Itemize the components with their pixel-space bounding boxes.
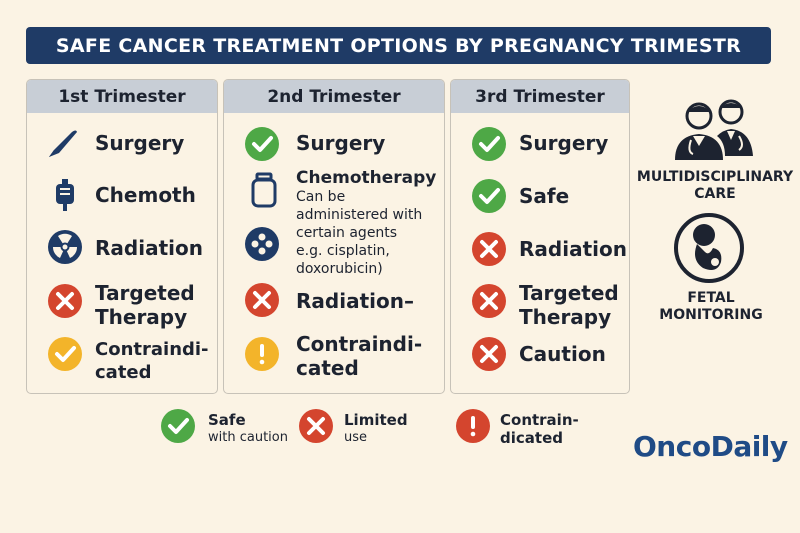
x-circle-icon [245, 283, 279, 317]
fetal-line-2: MONITORING [659, 307, 763, 323]
item-surgery-label: Surgery [296, 131, 386, 155]
contraindicated-line-2: cated [95, 362, 152, 383]
vial-icon [251, 172, 277, 208]
brand-logo: OncoDaily [633, 430, 788, 463]
chemo-note-line-1: Can be [296, 189, 346, 205]
item-contraindicated-label: Contraindi- cated [296, 332, 422, 380]
fetal-line-1: FETAL [687, 290, 735, 306]
fetal-monitoring-label: FETAL MONITORING [656, 290, 766, 324]
item-radiation-label: Radiation [519, 237, 627, 261]
page-title: SAFE CANCER TREATMENT OPTIONS BY PREGNAN… [26, 27, 771, 64]
multidisciplinary-care-label: MULTIDISCIPLINARY CARE [636, 169, 794, 203]
targeted-line-1: Targeted [95, 281, 195, 305]
trimester-2-header: 2nd Trimester [224, 80, 444, 113]
check-circle-icon [472, 179, 506, 213]
item-chemo-label: Chemoth [95, 183, 196, 207]
care-line-1: MULTIDISCIPLINARY [636, 169, 794, 185]
contraindicated-line-2: cated [296, 356, 359, 380]
chemo-note-line-2: administered with [296, 207, 423, 223]
legend-limited-title: Limited [344, 411, 408, 429]
check-circle-icon [472, 127, 506, 161]
legend-contraindicated-title: Contrain- [500, 411, 579, 429]
legend-contraindicated-label: Contrain- dicated [500, 411, 579, 447]
chemo-note-line-5: doxorubicin) [296, 261, 383, 277]
chemo-note-line-4: e.g. cisplatin, [296, 243, 390, 259]
doctors-icon [675, 99, 753, 160]
targeted-line-2: Therapy [519, 305, 612, 329]
care-line-2: CARE [694, 186, 736, 202]
exclamation-circle-icon [245, 337, 279, 371]
item-surgery-label: Surgery [519, 131, 609, 155]
targeted-line-1: Targeted [519, 281, 619, 305]
check-circle-yellow-icon [48, 337, 82, 371]
targeted-line-2: Therapy [95, 305, 188, 329]
trimester-1-header: 1st Trimester [27, 80, 217, 113]
item-targeted-label: Targeted Therapy [519, 281, 619, 329]
pill-dots-icon [245, 227, 279, 261]
x-circle-icon [472, 337, 506, 371]
contraindicated-line-1: Contraindi- [95, 339, 209, 360]
legend-safe-title: Safe [208, 411, 246, 429]
chemo-note-line-3: certain agents [296, 225, 398, 241]
check-circle-icon [245, 127, 279, 161]
iv-bag-icon [56, 179, 74, 211]
legend-limited-sub: use [344, 430, 368, 445]
item-radiation-label: Radiation [95, 236, 203, 260]
item-radiation-label: Radiation– [296, 289, 414, 313]
scalpel-icon [49, 130, 77, 157]
radiation-icon [48, 230, 82, 264]
trimester-3-header: 3rd Trimester [451, 80, 629, 113]
check-circle-icon [161, 409, 195, 443]
item-targeted-label: Targeted Therapy [95, 281, 195, 329]
trimester-3-column: 3rd Trimester Surgery Safe Radiation Tar… [450, 79, 630, 394]
item-chemotherapy-label: Chemotherapy [296, 168, 437, 188]
trimester-2-column: 2nd Trimester Surgery Chemotherapy Can b… [223, 79, 445, 394]
item-safe-label: Safe [519, 184, 570, 208]
x-circle-icon [299, 409, 333, 443]
exclamation-circle-icon [456, 409, 490, 443]
item-chemotherapy: Chemotherapy Can be administered with ce… [296, 168, 436, 278]
fetus-icon [674, 213, 744, 283]
x-circle-icon [472, 284, 506, 318]
x-circle-icon [472, 232, 506, 266]
x-circle-icon [48, 284, 82, 318]
trimester-1-column: 1st Trimester Surgery Chemoth Radiation … [26, 79, 218, 394]
legend-safe-label: Safe with caution [208, 411, 288, 447]
item-contraindicated-label: Contraindi- cated [95, 338, 209, 384]
legend-safe-sub: with caution [208, 430, 288, 445]
legend-contraindicated-sub: dicated [500, 429, 563, 447]
contraindicated-line-1: Contraindi- [296, 332, 423, 356]
legend-limited-label: Limited use [344, 411, 408, 447]
item-surgery-label: Surgery [95, 131, 185, 155]
item-caution-label: Caution [519, 342, 606, 366]
